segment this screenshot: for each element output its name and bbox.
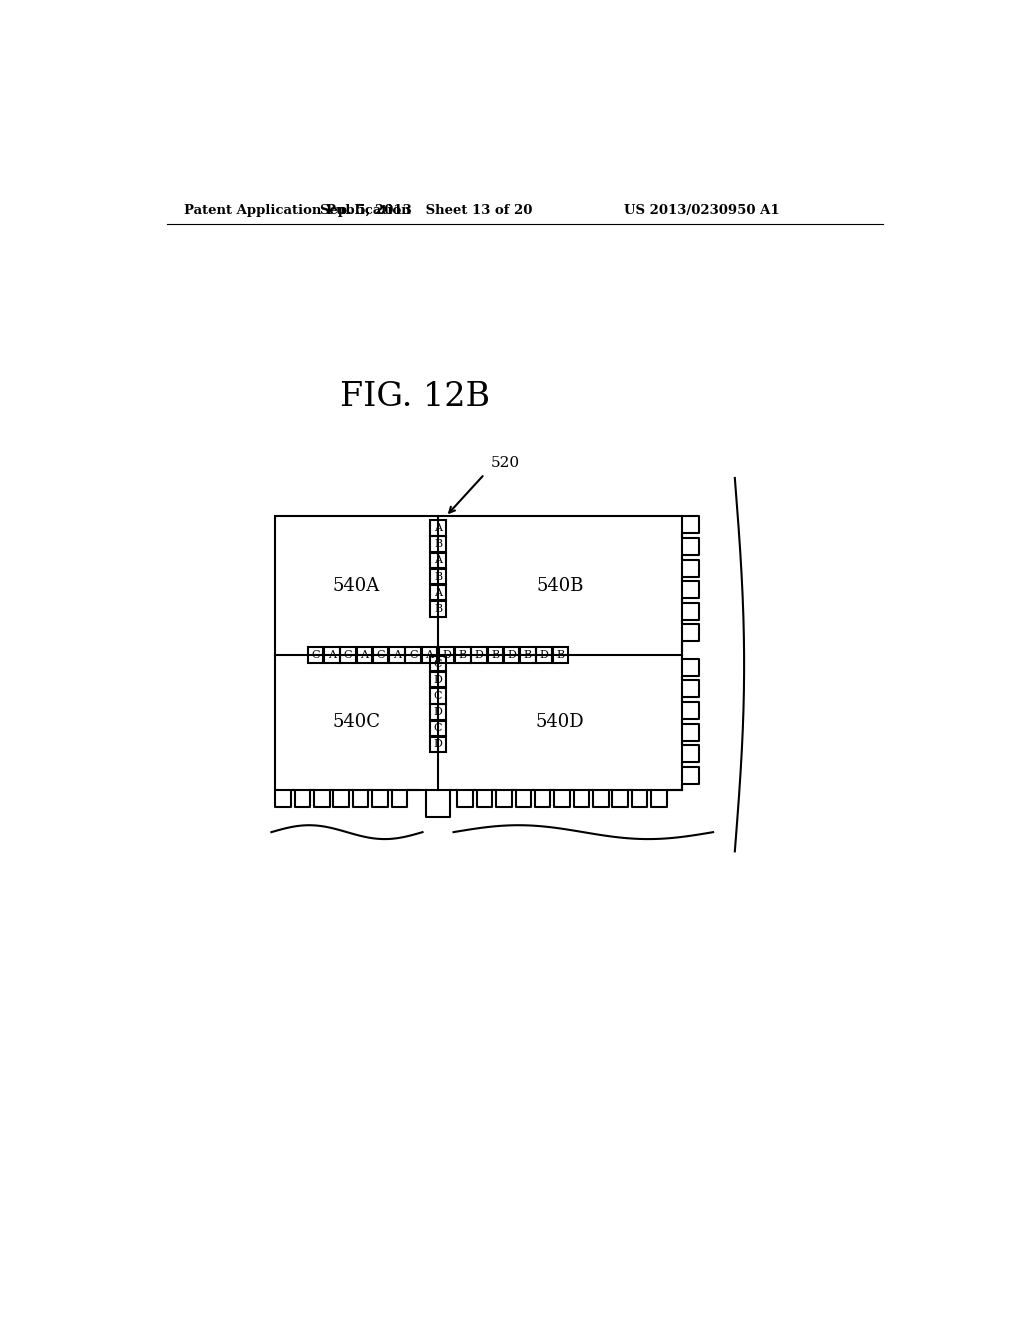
Text: D: D (507, 649, 516, 660)
Bar (430, 656, 445, 671)
Bar (389, 647, 404, 663)
Text: 520: 520 (490, 457, 520, 470)
Bar (430, 585, 445, 601)
Text: Patent Application Publication: Patent Application Publication (183, 205, 411, 218)
Text: Sep. 5, 2013   Sheet 13 of 20: Sep. 5, 2013 Sheet 13 of 20 (321, 205, 532, 218)
Text: D: D (433, 675, 442, 685)
Text: C: C (409, 649, 418, 660)
Text: C: C (377, 649, 385, 660)
Bar (430, 601, 445, 616)
Text: B: B (492, 649, 500, 660)
Text: D: D (442, 649, 451, 660)
Bar (553, 647, 568, 663)
Text: C: C (344, 649, 352, 660)
Text: 540C: 540C (333, 713, 381, 731)
Text: B: B (524, 649, 531, 660)
Bar (275, 516, 682, 789)
Bar (520, 647, 536, 663)
Text: D: D (540, 649, 549, 660)
Bar (308, 647, 324, 663)
Text: A: A (426, 649, 433, 660)
Text: A: A (360, 649, 369, 660)
Text: A: A (393, 649, 401, 660)
Bar (455, 647, 471, 663)
Bar (406, 647, 421, 663)
Text: D: D (433, 739, 442, 750)
Text: B: B (434, 603, 442, 614)
Text: C: C (434, 690, 442, 701)
Bar (430, 520, 445, 536)
Text: A: A (434, 523, 442, 533)
Text: US 2013/0230950 A1: US 2013/0230950 A1 (624, 205, 779, 218)
Text: C: C (311, 649, 319, 660)
Bar (324, 647, 340, 663)
Bar (504, 647, 519, 663)
Text: B: B (434, 539, 442, 549)
Text: C: C (434, 723, 442, 733)
Bar (430, 553, 445, 568)
Bar (373, 647, 388, 663)
Text: FIG. 12B: FIG. 12B (340, 381, 489, 413)
Text: B: B (459, 649, 467, 660)
Text: A: A (434, 587, 442, 598)
Text: 540D: 540D (536, 713, 585, 731)
Text: D: D (475, 649, 483, 660)
Bar (356, 647, 372, 663)
Bar (487, 647, 503, 663)
Bar (430, 688, 445, 704)
Text: B: B (556, 649, 564, 660)
Bar (430, 569, 445, 585)
Text: A: A (328, 649, 336, 660)
Text: 540A: 540A (333, 577, 380, 595)
Text: A: A (434, 556, 442, 565)
Text: 540B: 540B (537, 577, 584, 595)
Bar (422, 647, 437, 663)
Bar (340, 647, 356, 663)
Bar (438, 647, 455, 663)
Bar (537, 647, 552, 663)
Bar (430, 672, 445, 688)
Bar (430, 536, 445, 552)
Bar (430, 721, 445, 737)
Text: C: C (434, 659, 442, 668)
Bar (471, 647, 486, 663)
Text: D: D (433, 708, 442, 717)
Text: B: B (434, 572, 442, 582)
Bar (430, 737, 445, 752)
Bar (430, 705, 445, 719)
